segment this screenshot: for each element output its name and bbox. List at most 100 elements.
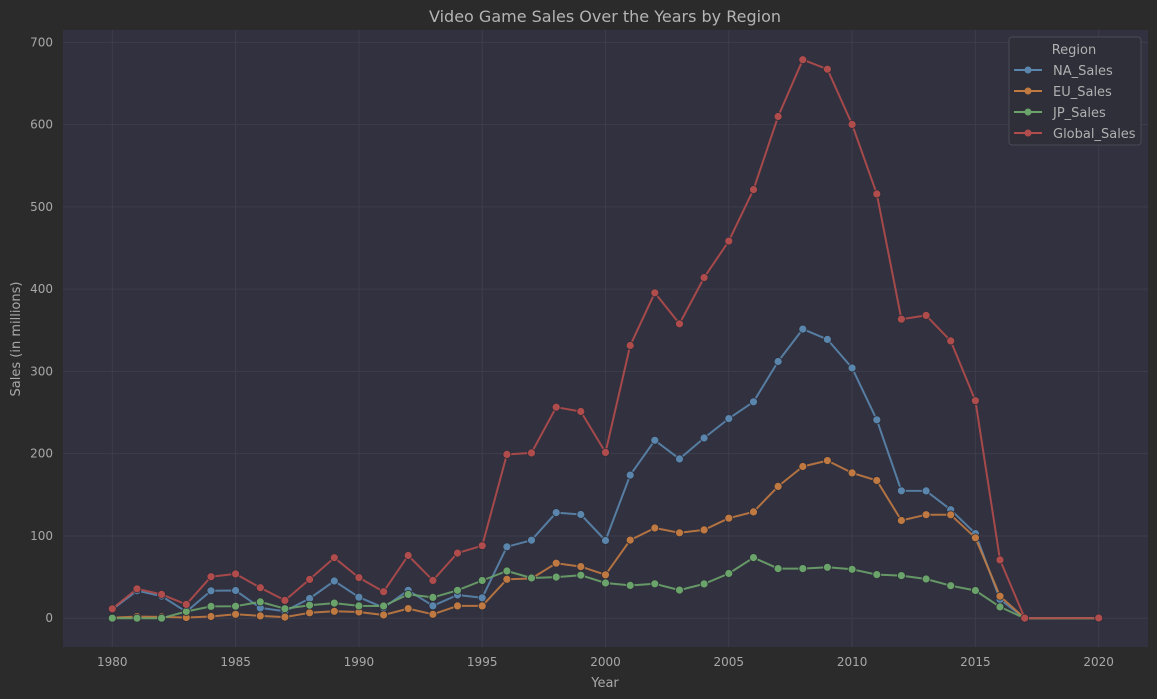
y-tick-label: 300 [30, 364, 53, 378]
y-tick-label: 400 [30, 282, 53, 296]
data-point-jp-sales [798, 564, 808, 573]
y-tick-label: 0 [45, 611, 53, 625]
data-point-jp-sales [379, 601, 389, 611]
data-point-jp-sales [971, 586, 980, 595]
data-point-global-sales [551, 402, 561, 412]
legend-label: JP_Sales [1052, 106, 1106, 121]
data-point-global-sales [305, 575, 315, 584]
data-point-jp-sales [650, 579, 660, 589]
data-point-jp-sales [329, 598, 339, 608]
data-point-na-sales [625, 470, 635, 480]
data-point-eu-sales [280, 612, 290, 622]
data-point-global-sales [403, 551, 413, 560]
data-point-eu-sales [477, 601, 487, 611]
data-point-eu-sales [971, 533, 980, 543]
data-point-jp-sales [625, 581, 635, 590]
data-point-jp-sales [675, 585, 684, 595]
data-point-global-sales [206, 572, 216, 582]
data-point-global-sales [823, 64, 832, 74]
data-point-na-sales [847, 363, 857, 373]
data-point-jp-sales [749, 553, 758, 562]
data-point-global-sales [453, 548, 462, 558]
x-tick-label: 2015 [960, 655, 991, 669]
data-point-na-sales [527, 535, 536, 545]
data-point-na-sales [773, 357, 783, 366]
x-tick-label: 2005 [714, 655, 745, 669]
data-point-jp-sales [897, 571, 906, 580]
data-point-jp-sales [206, 602, 216, 611]
data-point-na-sales [428, 601, 438, 611]
data-point-eu-sales [231, 609, 241, 619]
data-point-global-sales [280, 596, 290, 605]
data-point-jp-sales [477, 576, 487, 585]
x-tick-label: 2010 [837, 655, 868, 669]
data-point-na-sales [354, 592, 364, 602]
data-point-jp-sales [921, 574, 931, 584]
data-point-jp-sales [428, 593, 438, 602]
series-jp-sales [107, 553, 1104, 623]
data-point-eu-sales [206, 612, 216, 621]
data-point-jp-sales [847, 564, 857, 574]
data-point-eu-sales [946, 510, 956, 520]
data-point-na-sales [699, 433, 709, 443]
data-point-global-sales [477, 541, 487, 551]
data-point-global-sales [157, 590, 167, 599]
legend: Region NA_Sales EU_Sales JP_Sales Global_Sa… [1008, 36, 1142, 146]
legend-label: EU_Sales [1053, 85, 1112, 100]
data-point-eu-sales [329, 606, 339, 616]
data-point-na-sales [872, 415, 882, 425]
data-point-jp-sales [551, 572, 561, 582]
data-point-global-sales [132, 584, 142, 594]
data-point-global-sales [255, 583, 265, 593]
x-axis-label: Year [590, 676, 619, 691]
data-point-jp-sales [699, 579, 709, 589]
data-point-na-sales [231, 586, 241, 595]
data-point-global-sales [329, 553, 339, 563]
data-point-jp-sales [601, 578, 610, 588]
data-point-jp-sales [305, 600, 315, 610]
data-point-eu-sales [403, 604, 413, 613]
y-tick-label: 600 [30, 118, 53, 132]
legend-swatch-marker [1024, 87, 1032, 95]
y-tick-label: 100 [30, 529, 53, 543]
data-point-eu-sales [625, 535, 635, 545]
x-tick-label: 2020 [1083, 655, 1114, 669]
data-point-jp-sales [157, 613, 167, 623]
data-point-na-sales [206, 586, 216, 596]
data-point-na-sales [576, 510, 586, 519]
data-point-eu-sales [551, 558, 561, 568]
y-tick-label: 500 [30, 200, 53, 214]
legend-swatch-marker [1024, 129, 1032, 137]
data-point-na-sales [650, 435, 660, 445]
data-point-eu-sales [576, 562, 586, 571]
data-point-na-sales [477, 593, 487, 603]
data-point-global-sales [847, 120, 857, 129]
data-point-jp-sales [354, 601, 364, 611]
series-lines [107, 55, 1104, 623]
data-point-na-sales [502, 542, 512, 552]
data-point-eu-sales [724, 513, 734, 523]
data-point-global-sales [576, 407, 586, 416]
data-point-eu-sales [255, 611, 265, 621]
data-point-global-sales [921, 310, 931, 320]
data-point-na-sales [921, 486, 931, 496]
x-tick-label: 1995 [467, 655, 498, 669]
legend-item-global-sales: Global_Sales [1014, 127, 1136, 142]
data-point-eu-sales [921, 510, 931, 520]
data-point-eu-sales [847, 468, 857, 478]
data-point-jp-sales [872, 570, 882, 579]
data-point-eu-sales [995, 591, 1005, 601]
data-point-global-sales [872, 189, 882, 199]
data-point-global-sales [502, 449, 512, 459]
data-point-eu-sales [305, 608, 315, 618]
data-point-na-sales [329, 576, 339, 586]
data-point-eu-sales [897, 516, 906, 525]
data-point-global-sales [428, 576, 438, 585]
data-point-eu-sales [798, 462, 808, 471]
chart-title: Video Game Sales Over the Years by Regio… [429, 7, 781, 26]
legend-title: Region [1052, 43, 1097, 58]
x-axis-ticks: 1980 1985 1990 1995 2000 2005 2010 2015 2020 [97, 655, 1114, 669]
legend-swatch-marker [1024, 66, 1032, 74]
data-point-eu-sales [773, 481, 783, 491]
data-point-global-sales [379, 587, 389, 597]
